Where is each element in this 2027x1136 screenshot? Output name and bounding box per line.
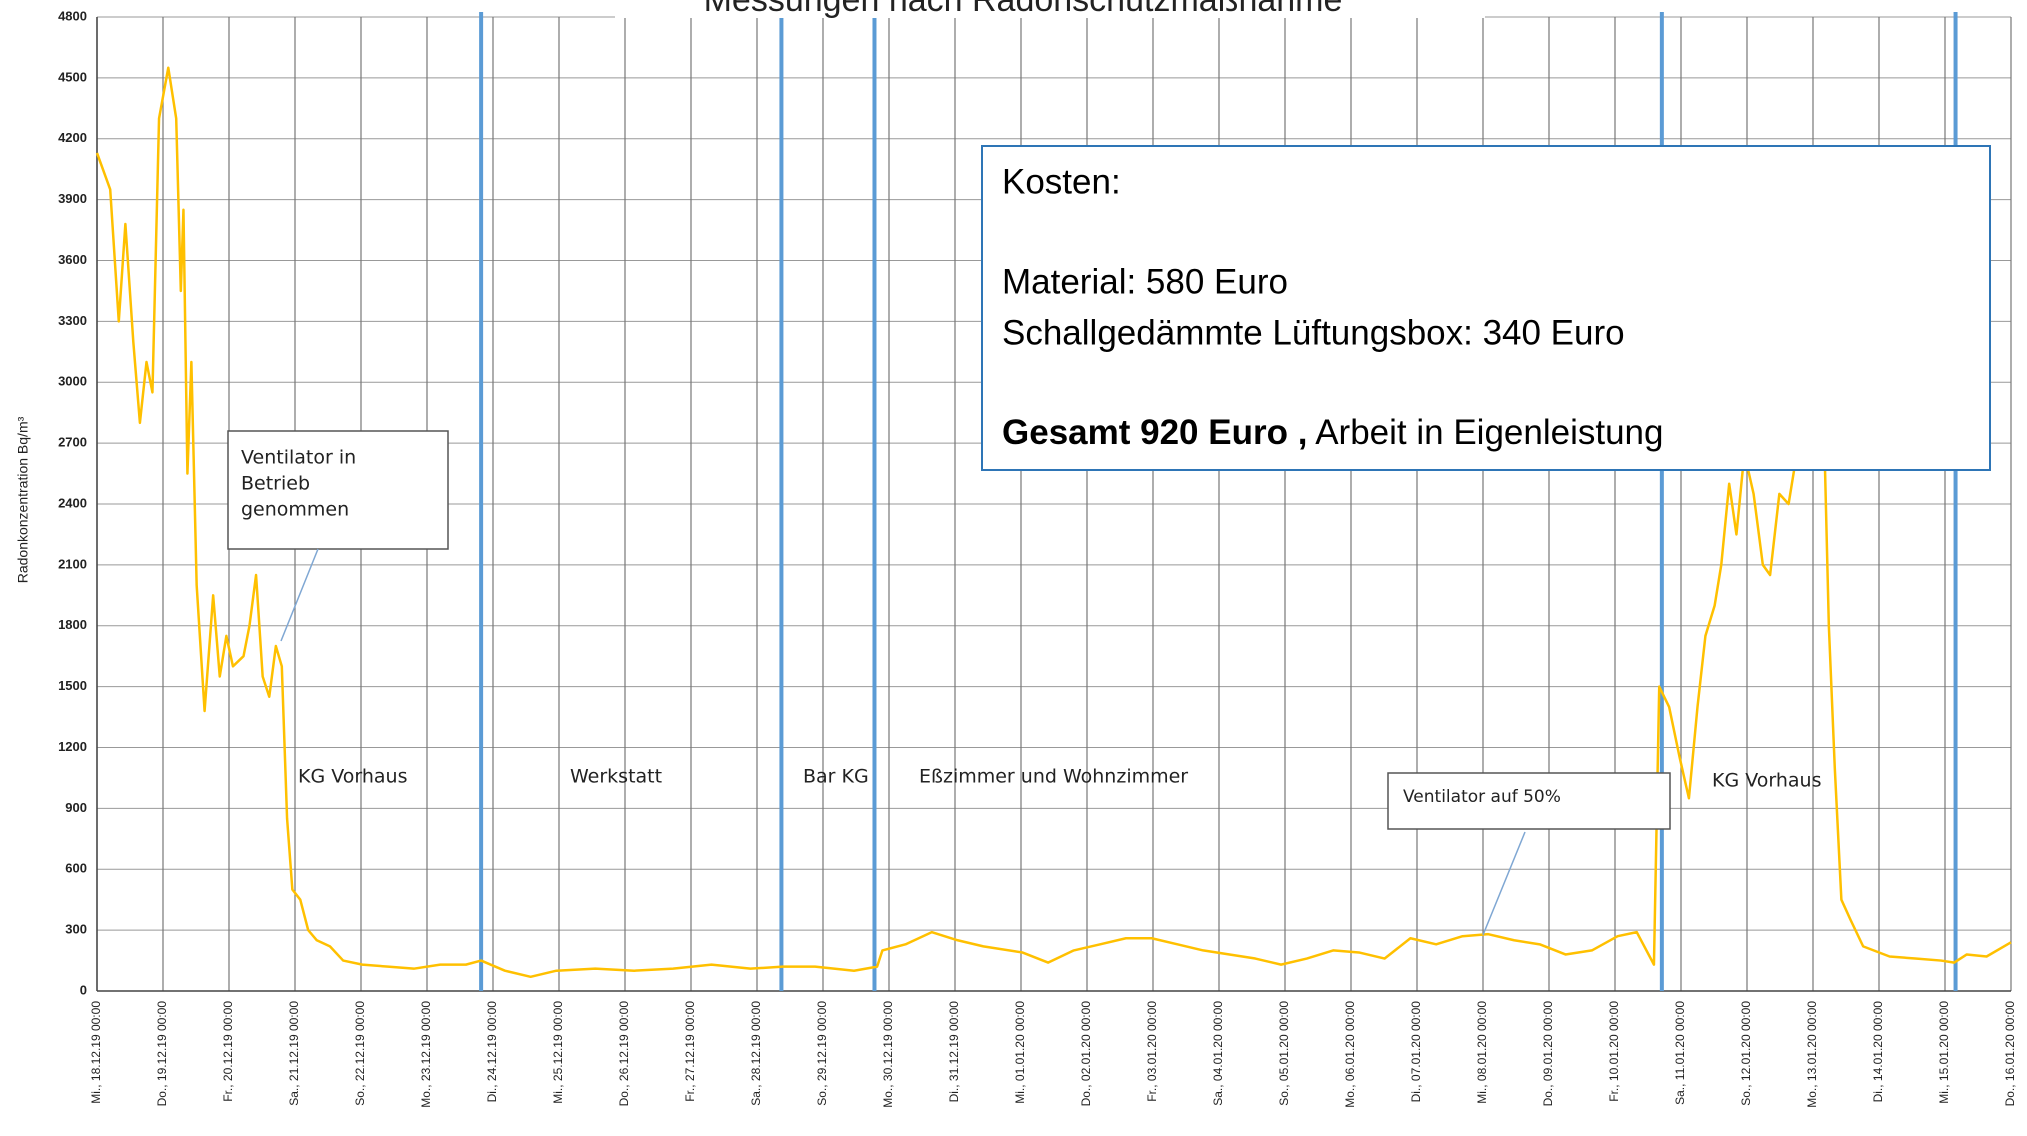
x-tick-label: Fr., 03.01.20 00:00 [1145,1001,1159,1102]
x-tick-label: Mi., 01.01.20 00:00 [1013,1001,1027,1104]
y-tick-label: 2400 [58,495,87,510]
y-tick-label: 2700 [58,435,87,450]
x-tick-label: Do., 26.12.19 00:00 [617,1001,631,1107]
x-tick-label: Mi., 15.01.20 00:00 [1937,1001,1951,1104]
cost-box: Kosten: Material: 580 Euro Schallgedämmt… [981,145,1991,471]
x-tick-label: So., 12.01.20 00:00 [1739,1001,1753,1106]
callout-box [227,430,449,550]
region-label: Eßzimmer und Wohnzimmer [919,766,1188,788]
region-label: KG Vorhaus [298,766,407,788]
y-axis-label: Radonkonzentration Bq/m³ [15,416,31,583]
cost-line: Material: 580 Euro [1002,262,1288,301]
y-tick-label: 3900 [58,191,87,206]
x-tick-label: Do., 16.01.20 00:00 [2003,1001,2017,1107]
x-tick-label: Mo., 13.01.20 00:00 [1805,1001,1819,1108]
chart-title: Messungen nach Radonschutzmaßnahme [704,0,1343,19]
y-tick-label: 3600 [58,252,87,267]
x-tick-label: Mo., 06.01.20 00:00 [1343,1001,1357,1108]
y-tick-label: 2100 [58,556,87,571]
cost-panel [981,145,1991,471]
x-tick-label: Di., 07.01.20 00:00 [1409,1001,1423,1103]
x-tick-label: Do., 19.12.19 00:00 [155,1001,169,1107]
y-tick-label: 3300 [58,313,87,328]
callout-arrow [280,548,319,642]
x-tick-label: Do., 09.01.20 00:00 [1541,1001,1555,1107]
x-tick-label: So., 05.01.20 00:00 [1277,1001,1291,1106]
y-tick-label: 300 [65,922,87,937]
x-tick-label: Di., 24.12.19 00:00 [485,1001,499,1103]
x-tick-label: Sa., 28.12.19 00:00 [749,1001,763,1106]
callout-box [1387,772,1671,830]
x-tick-label: Di., 31.12.19 00:00 [947,1001,961,1103]
y-tick-label: 4800 [58,8,87,23]
callout-text: Ventilator auf 50% [1403,787,1561,807]
labels: 0 300 600 900 1200 1500 1800 2100 2400 2700 3000 33… [58,8,2017,1107]
y-tick-label: 1800 [58,617,87,632]
cost-total: Gesamt 920 Euro , Arbeit in Eigenleistun… [1002,413,1664,452]
cost-total-rest: Arbeit in Eigenleistung [1307,413,1663,452]
x-tick-label: Fr., 10.01.20 00:00 [1607,1001,1621,1102]
y-tick-label: 3000 [58,374,87,389]
cost-heading: Kosten: [1002,162,1121,201]
x-tick-label: Sa., 21.12.19 00:00 [287,1001,301,1106]
x-tick-label: So., 22.12.19 00:00 [353,1001,367,1106]
y-tick-label: 900 [65,800,87,815]
x-tick-label: Do., 02.01.20 00:00 [1079,1001,1093,1107]
y-tick-label: 0 [80,982,87,997]
callout-text: Betrieb [241,473,310,495]
y-tick-label: 600 [65,861,87,876]
region-label: KG Vorhaus [1712,770,1821,792]
callout-text: genommen [241,499,349,521]
x-tick-label: Fr., 27.12.19 00:00 [683,1001,697,1102]
x-tick-label: Mo., 23.12.19 00:00 [419,1001,433,1108]
y-tick-label: 4200 [58,130,87,145]
x-tick-label: Sa., 11.01.20 00:00 [1673,1001,1687,1105]
y-tick-label: 1500 [58,678,87,693]
x-tick-label: Fr., 20.12.19 00:00 [221,1001,235,1102]
region-label: Werkstatt [570,766,662,788]
x-tick-label: Mi., 08.01.20 00:00 [1475,1001,1489,1104]
x-tick-label: Mo., 30.12.19 00:00 [881,1001,895,1108]
callout-arrow [1482,831,1526,936]
region-label: Bar KG [803,766,869,788]
cost-total-bold: Gesamt 920 Euro , [1002,413,1307,452]
x-tick-label: Sa., 04.01.20 00:00 [1211,1001,1225,1106]
y-tick-label: 4500 [58,69,87,84]
annotations: KG Vorhaus Werkstatt Bar KG Eßzimmer und… [227,430,1821,936]
title-background [615,0,1485,18]
x-tick-label: Di., 14.01.20 00:00 [1871,1001,1885,1103]
y-tick-label: 1200 [58,739,87,754]
callout-text: Ventilator in [241,447,356,469]
x-tick-label: Mi., 25.12.19 00:00 [551,1001,565,1104]
x-tick-label: So., 29.12.19 00:00 [815,1001,829,1106]
x-tick-label: Mi., 18.12.19 00:00 [89,1001,103,1104]
cost-line: Schallgedämmte Lüftungsbox: 340 Euro [1002,313,1625,352]
